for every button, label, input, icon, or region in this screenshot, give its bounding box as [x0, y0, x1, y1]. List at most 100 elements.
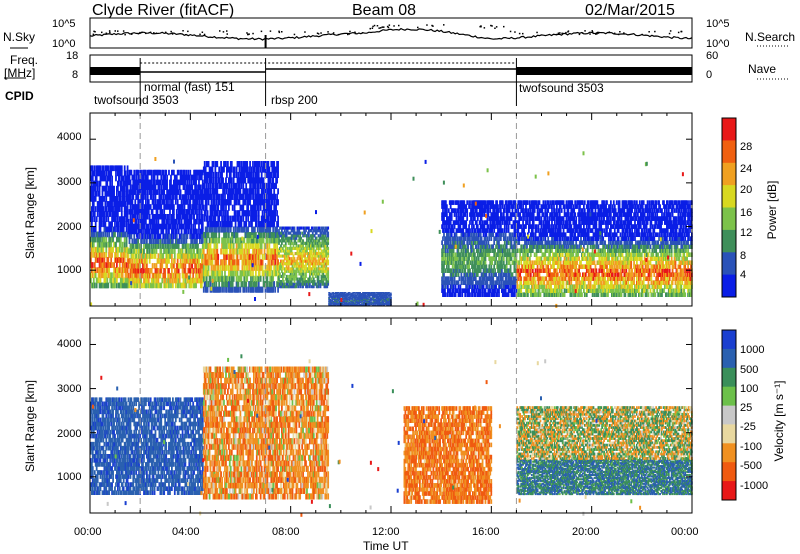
noise-search-dot: [536, 32, 538, 34]
power-data-cell: [181, 170, 183, 176]
power-data-cell: [164, 214, 166, 220]
power-data-cell: [206, 265, 208, 271]
power-data-cell: [110, 171, 112, 177]
power-data-cell: [170, 283, 172, 289]
power-data-cell: [162, 170, 164, 176]
power-data-cell: [145, 234, 147, 240]
power-data-cell: [121, 171, 123, 177]
noise-search-dot: [648, 31, 650, 33]
power-data-cell: [172, 199, 174, 205]
power-data-cell: [165, 283, 167, 289]
power-data-cell: [192, 273, 194, 279]
power-data-cell: [180, 194, 182, 200]
power-data-cell: [183, 278, 185, 284]
power-data-cell: [125, 232, 127, 238]
power-data-cell: [193, 214, 195, 220]
power-data-cell: [186, 229, 188, 235]
power-data-cell: [154, 263, 156, 269]
power-data-cell: [149, 248, 151, 254]
power-data-cell: [200, 248, 202, 254]
noise-search-dot: [584, 30, 586, 32]
power-data-cell: [183, 273, 185, 279]
power-data-cell: [149, 214, 151, 220]
power-data-cell: [112, 206, 114, 212]
power-data-cell: [188, 175, 190, 181]
power-data-cell: [130, 180, 132, 186]
power-data-cell: [170, 194, 172, 200]
power-data-cell: [192, 194, 194, 200]
power-data-cell: [101, 232, 103, 238]
power-data-cell: [198, 263, 200, 269]
power-data-cell: [150, 204, 152, 210]
power-data-cell: [127, 206, 129, 212]
power-data-cell: [185, 268, 187, 274]
noise-search-dot: [426, 24, 428, 26]
power-data-cell: [197, 199, 199, 205]
power-data-cell: [141, 273, 143, 279]
power-data-cell: [132, 243, 134, 249]
noise-search-dot: [182, 30, 184, 32]
power-data-cell: [94, 165, 96, 171]
power-data-cell: [210, 281, 212, 287]
power-data-cell: [105, 278, 107, 284]
power-data-cell: [107, 257, 109, 263]
noise-search-dot: [681, 31, 683, 33]
noise-search-dot: [372, 26, 374, 28]
power-data-cell: [189, 204, 191, 210]
power-data-cell: [157, 209, 159, 215]
power-data-cell: [193, 248, 195, 254]
power-data-cell: [176, 234, 178, 240]
noise-search-dot: [670, 30, 672, 32]
noise-search-dot: [156, 33, 158, 35]
noise-search-dot: [678, 32, 680, 34]
noise-search-dot: [393, 25, 395, 27]
power-data-cell: [172, 239, 174, 245]
power-data-cell: [145, 189, 147, 195]
power-data-cell: [131, 248, 133, 254]
power-data-cell: [160, 175, 162, 181]
noise-search-dot: [333, 32, 335, 34]
power-data-cell: [148, 278, 150, 284]
power-data-cell: [182, 204, 184, 210]
power-data-cell: [170, 224, 172, 230]
power-data-cell: [105, 232, 107, 238]
power-data-cell: [147, 189, 149, 195]
power-data-cell: [190, 283, 192, 289]
power-data-cell: [143, 229, 145, 235]
power-data-cell: [153, 243, 155, 249]
power-data-cell: [147, 253, 149, 258]
power-data-cell: [189, 243, 191, 249]
noise-search-dot: [609, 31, 611, 33]
power-data-cell: [126, 262, 128, 268]
power-data-cell: [115, 216, 117, 222]
power-data-cell: [92, 176, 94, 182]
power-data-cell: [100, 165, 102, 171]
power-data-cell: [148, 209, 150, 215]
noise-search-dot: [378, 27, 380, 29]
power-data-cell: [208, 199, 210, 205]
noise-search-dot: [377, 25, 379, 27]
power-data-cell: [99, 272, 101, 278]
power-data-cell: [137, 273, 139, 279]
noise-search-dot: [582, 32, 584, 34]
power-data-cell: [133, 170, 135, 176]
power-data-cell: [195, 180, 197, 186]
power-data-cell: [147, 248, 149, 254]
power-data-cell: [211, 265, 213, 271]
noise-search-dot: [372, 28, 374, 30]
power-data-cell: [168, 199, 170, 205]
power-data-cell: [178, 229, 180, 235]
power-data-cell: [113, 186, 115, 192]
power-data-cell: [171, 258, 173, 264]
power-data-cell: [129, 175, 131, 181]
power-data-cell: [168, 234, 170, 240]
power-data-cell: [189, 170, 191, 176]
power-data-cell: [179, 219, 181, 225]
noise-search-dot: [417, 27, 419, 29]
power-data-cell: [103, 165, 105, 171]
power-data-cell: [92, 272, 94, 278]
power-data-cell: [107, 165, 109, 171]
power-data-cell: [131, 170, 133, 176]
power-data-cell: [121, 252, 123, 258]
power-data-cell: [187, 180, 189, 186]
